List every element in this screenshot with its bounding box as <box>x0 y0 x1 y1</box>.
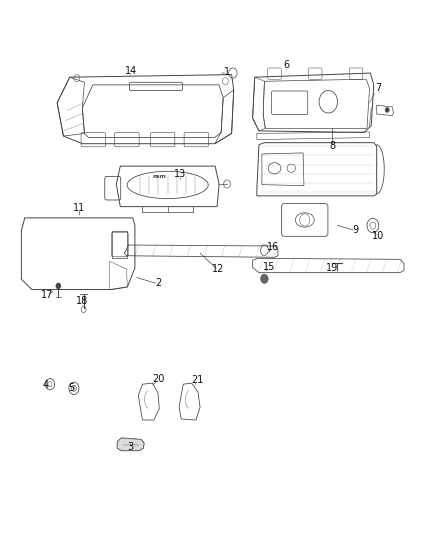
Text: 2: 2 <box>155 278 161 288</box>
Text: 20: 20 <box>152 374 164 384</box>
Text: 6: 6 <box>283 60 290 70</box>
Text: 3: 3 <box>127 442 134 451</box>
Text: 13: 13 <box>174 169 187 180</box>
Text: 17: 17 <box>41 289 53 300</box>
Text: 4: 4 <box>42 380 49 390</box>
Text: 10: 10 <box>372 231 384 241</box>
Text: 21: 21 <box>191 375 203 385</box>
Text: 1: 1 <box>224 67 230 77</box>
Circle shape <box>261 274 268 284</box>
Text: 9: 9 <box>353 224 359 235</box>
Polygon shape <box>117 438 144 451</box>
Text: 15: 15 <box>263 262 276 271</box>
Circle shape <box>385 107 389 112</box>
Text: 12: 12 <box>212 264 224 274</box>
Text: 16: 16 <box>267 242 279 252</box>
Text: 19: 19 <box>326 263 339 272</box>
Text: 14: 14 <box>124 66 137 76</box>
Text: 5: 5 <box>68 383 74 393</box>
Text: 11: 11 <box>73 203 85 213</box>
Text: 8: 8 <box>329 141 336 151</box>
Text: ram: ram <box>152 174 166 180</box>
Circle shape <box>56 283 61 289</box>
Text: 7: 7 <box>376 84 382 93</box>
Text: 18: 18 <box>76 296 88 306</box>
